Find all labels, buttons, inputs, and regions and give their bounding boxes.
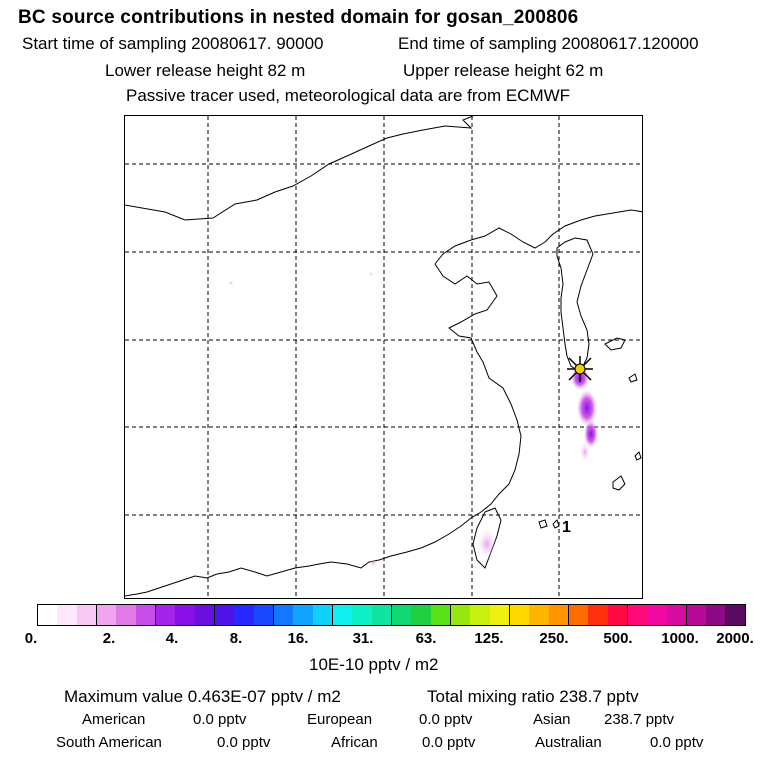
colorbar [37,604,746,626]
colorbar-segment [666,605,687,625]
colorbar-tick: 31. [352,630,374,647]
asian-value: 238.7 pptv [604,711,675,728]
colorbar-tick: 8. [229,630,243,647]
colorbar-segment [647,605,667,625]
colorbar-segment [509,605,530,625]
colorbar-segment [116,605,136,625]
colorbar-tick: 250. [539,630,569,647]
start-time-label: Start time of sampling 20080617. 90000 [22,34,324,53]
colorbar-segment [450,605,471,625]
colorbar-segment [529,605,549,625]
african-value: 0.0 pptv [422,734,476,751]
african-label: African [331,734,378,751]
colorbar-tick: 2. [102,630,116,647]
colorbar-segment [607,605,628,625]
colorbar-segment [214,605,235,625]
release-site-marker [567,356,593,382]
colorbar-segment [155,605,176,625]
colorbar-segment [352,605,372,625]
colorbar-tick: 0. [24,630,38,647]
plot-title: BC source contributions in nested domain… [18,7,579,28]
colorbar-segment [686,605,707,625]
map-canvas: 1 [125,116,642,598]
station-marker-label: 1 [562,519,571,536]
colorbar-tick: 500. [603,630,633,647]
maximum-value: Maximum value 0.463E-07 pptv / m2 [64,687,341,706]
colorbar-segment [234,605,254,625]
colorbar-ticks: 0. 2. 4. 8. 16. 31. 63. 125. 250. 500. 1… [0,630,768,648]
colorbar-segment [194,605,215,625]
colorbar-segment [430,605,451,625]
colorbar-segment [489,605,510,625]
colorbar-tick: 16. [287,630,309,647]
colorbar-segment [725,605,745,625]
asian-label: Asian [533,711,571,728]
colorbar-segment [568,605,589,625]
grid-lines [125,116,642,598]
south-american-value: 0.0 pptv [217,734,271,751]
lower-release-height: Lower release height 82 m [105,61,306,80]
colorbar-segment [371,605,392,625]
colorbar-tick: 4. [165,630,179,647]
colorbar-segment [38,605,58,625]
colorbar-tick: 1000. [661,630,699,647]
concentration-plume [228,272,598,566]
colorbar-segment [627,605,648,625]
colorbar-segment [273,605,294,625]
colorbar-tick: 63. [415,630,437,647]
colorbar-segment [706,605,726,625]
european-value: 0.0 pptv [419,711,473,728]
coastlines [125,116,642,597]
colorbar-segment [96,605,117,625]
tracer-note: Passive tracer used, meteorological data… [126,86,571,105]
upper-release-height: Upper release height 62 m [403,61,604,80]
american-label: American [82,711,146,728]
colorbar-segment [411,605,431,625]
south-american-label: South American [56,734,162,751]
colorbar-segment [588,605,608,625]
american-value: 0.0 pptv [193,711,247,728]
colorbar-tick: 2000. [716,630,754,647]
colorbar-segment [57,605,77,625]
colorbar-segment [391,605,412,625]
european-label: European [307,711,373,728]
end-time-label: End time of sampling 20080617.120000 [398,34,699,53]
map-panel: 1 [124,115,643,599]
colorbar-segment [253,605,274,625]
colorbar-segment [312,605,333,625]
colorbar-segment [135,605,156,625]
australian-label: Australian [535,734,602,751]
colorbar-segment [470,605,490,625]
colorbar-tick: 125. [474,630,504,647]
colorbar-segment [175,605,195,625]
colorbar-segment [293,605,313,625]
colorbar-units: 10E-10 pptv / m2 [309,655,439,674]
australian-value: 0.0 pptv [650,734,704,751]
colorbar-segment [332,605,353,625]
colorbar-segment [548,605,569,625]
colorbar-segment [76,605,97,625]
total-mixing-ratio: Total mixing ratio 238.7 pptv [427,687,639,706]
